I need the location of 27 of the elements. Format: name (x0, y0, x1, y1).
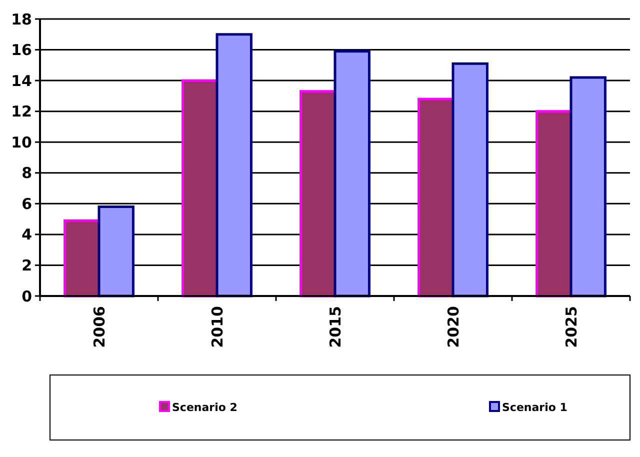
y-tick-label: 18 (11, 10, 32, 28)
y-tick-label: 14 (11, 72, 32, 90)
y-tick-label: 2 (22, 256, 32, 274)
legend-label: Scenario 2 (172, 400, 238, 414)
x-tick-label: 2015 (326, 306, 344, 348)
y-tick-label: 16 (11, 41, 32, 60)
y-tick-label: 4 (22, 226, 32, 244)
y-tick-label: 8 (22, 164, 32, 182)
bar (300, 90, 336, 298)
x-tick-label: 2006 (90, 306, 108, 348)
bar (64, 219, 100, 298)
bar (418, 98, 454, 298)
bar (452, 62, 488, 298)
bar (570, 76, 606, 298)
bar (182, 79, 218, 298)
bar (536, 110, 572, 298)
x-tick-label: 2025 (562, 306, 580, 348)
y-tick-label: 0 (22, 287, 32, 306)
legend-label: Scenario 1 (502, 400, 568, 414)
x-tick-label: 2010 (208, 306, 226, 348)
bar (334, 50, 370, 298)
bar (98, 205, 134, 298)
x-tick-label: 2020 (444, 306, 462, 348)
y-tick-label: 10 (11, 133, 32, 152)
y-tick-label: 12 (11, 102, 32, 121)
y-tick-label: 6 (22, 194, 32, 213)
bar (216, 33, 252, 298)
